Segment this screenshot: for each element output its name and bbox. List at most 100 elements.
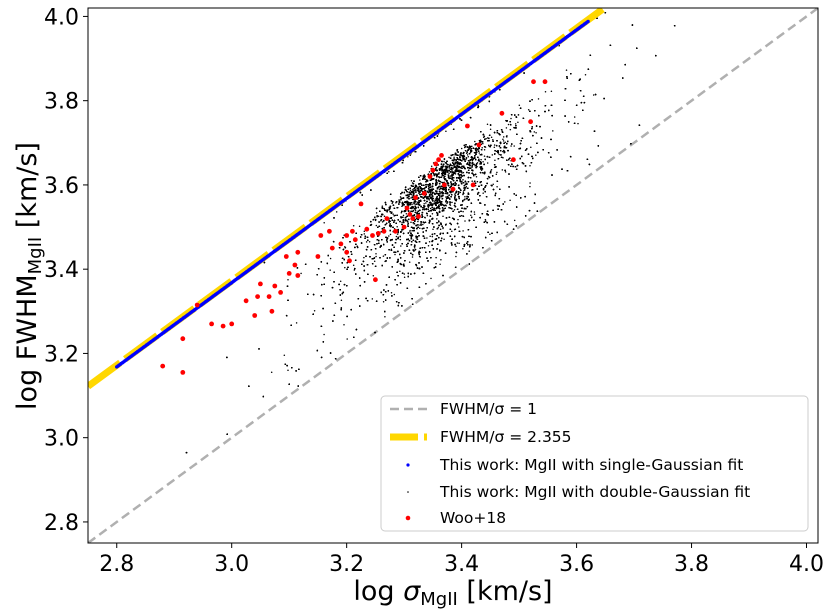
scatter-point <box>451 170 453 172</box>
scatter-point <box>396 233 399 235</box>
scatter-point <box>363 230 366 233</box>
scatter-point <box>435 166 438 168</box>
scatter-point <box>343 323 345 326</box>
scatter-point <box>430 165 433 167</box>
scatter-point <box>287 369 289 372</box>
scatter-point <box>468 250 470 252</box>
scatter-point <box>270 371 273 374</box>
scatter-point <box>401 221 403 224</box>
scatter-point <box>470 214 472 217</box>
scatter-point <box>480 169 483 172</box>
scatter-point <box>535 154 537 156</box>
scatter-point <box>428 241 431 243</box>
scatter-point <box>375 224 378 227</box>
scatter-point <box>402 202 405 205</box>
scatter-point <box>430 277 432 280</box>
scatter-point <box>513 145 515 147</box>
scatter-point <box>368 241 371 243</box>
scatter-point <box>429 207 432 210</box>
scatter-point <box>313 309 316 312</box>
scatter-point <box>394 253 396 256</box>
scatter-point <box>419 224 421 226</box>
scatter-point <box>405 213 408 215</box>
scatter-point <box>382 300 385 303</box>
scatter-point <box>474 140 476 143</box>
scatter-point <box>420 222 422 224</box>
scatter-point <box>502 157 504 159</box>
scatter-point <box>493 146 496 148</box>
scatter-point <box>504 201 506 203</box>
scatter-point <box>428 171 431 173</box>
scatter-point <box>462 193 464 196</box>
scatter-point <box>478 152 481 154</box>
scatter-point <box>455 255 457 258</box>
scatter-point <box>392 213 394 215</box>
scatter-point <box>409 189 412 192</box>
scatter-point <box>509 128 512 131</box>
scatter-point <box>577 122 579 125</box>
scatter-point <box>495 173 498 176</box>
scatter-point <box>358 225 361 227</box>
scatter-point <box>462 179 464 181</box>
scatter-point <box>435 262 437 265</box>
scatter-point <box>496 171 498 174</box>
scatter-point <box>573 116 576 118</box>
scatter-point <box>287 279 289 281</box>
scatter-point <box>400 245 402 247</box>
scatter-point <box>329 269 331 271</box>
scatter-point <box>490 136 493 139</box>
scatter-point <box>504 141 507 144</box>
scatter-point <box>375 212 378 214</box>
scatter-point <box>467 155 470 158</box>
scatter-point <box>438 171 440 174</box>
scatter-point <box>399 238 402 241</box>
scatter-point <box>431 212 434 215</box>
plot-clip-group <box>88 8 818 543</box>
scatter-point <box>460 147 463 150</box>
scatter-point <box>505 127 508 129</box>
scatter-point <box>428 199 431 201</box>
scatter-point <box>498 153 500 156</box>
scatter-point <box>495 150 498 153</box>
scatter-point <box>353 269 356 271</box>
scatter-point <box>411 230 413 232</box>
scatter-point <box>418 192 420 194</box>
scatter-point <box>485 137 487 140</box>
scatter-point <box>418 255 421 258</box>
scatter-point <box>439 228 442 231</box>
scatter-point <box>496 185 498 188</box>
scatter-point <box>411 189 414 191</box>
scatter-point <box>419 179 421 181</box>
scatter-point <box>401 229 403 232</box>
scatter-point <box>329 257 332 260</box>
scatter-point <box>445 192 447 195</box>
scatter-point <box>396 226 398 228</box>
scatter-point <box>502 150 504 153</box>
scatter-point <box>363 256 365 259</box>
scatter-point <box>399 196 402 198</box>
scatter-point <box>419 227 421 230</box>
scatter-point <box>411 203 413 206</box>
scatter-point <box>393 293 396 296</box>
scatter-point <box>535 132 537 134</box>
scatter-point <box>409 192 412 194</box>
scatter-point <box>513 219 516 222</box>
scatter-point <box>405 243 408 246</box>
scatter-point <box>323 221 325 224</box>
scatter-point <box>382 255 385 257</box>
scatter-point <box>410 180 413 182</box>
scatter-point <box>429 235 431 238</box>
scatter-point <box>509 199 511 202</box>
scatter-point <box>425 202 427 204</box>
scatter-point <box>375 252 377 255</box>
scatter-point <box>483 149 486 151</box>
scatter-point <box>552 130 554 132</box>
scatter-point <box>442 226 444 229</box>
scatter-point <box>409 229 411 232</box>
scatter-point <box>407 224 409 226</box>
scatter-point <box>401 228 403 231</box>
scatter-point <box>437 226 440 229</box>
scatter-point <box>377 215 380 217</box>
scatter-point <box>459 191 462 194</box>
scatter-point <box>466 154 469 156</box>
